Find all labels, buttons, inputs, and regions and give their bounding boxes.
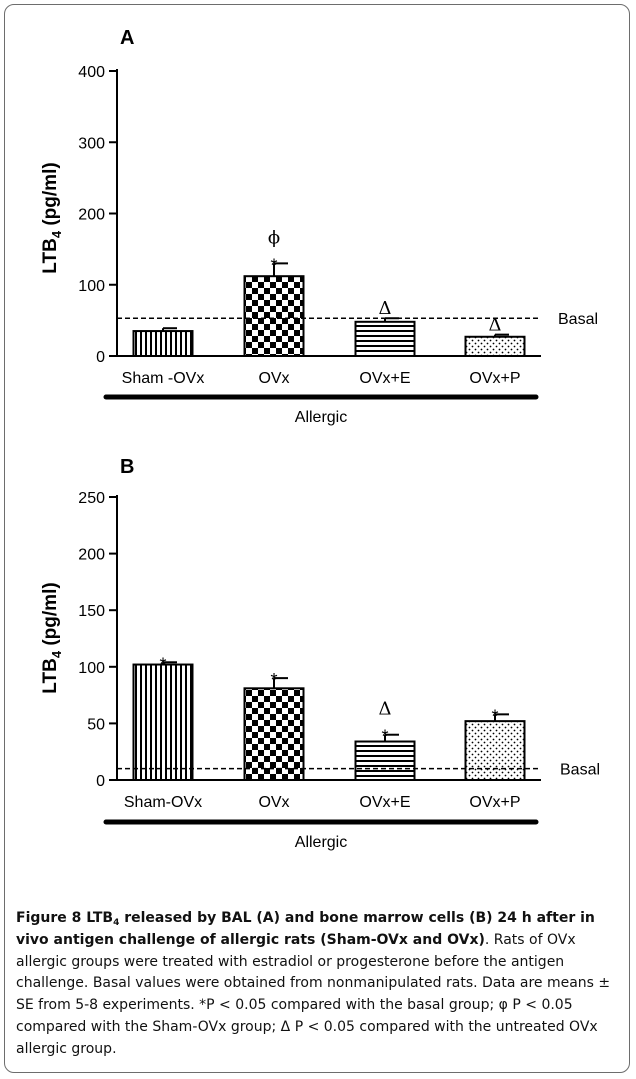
- bar: [243, 275, 305, 358]
- significance-marker: *: [491, 706, 498, 726]
- chart-panel-a: A 0 100 200 300 400 LTB4 (pg/ml) Sham -OVx * ϕ OVx…: [40, 27, 598, 426]
- category-label: OVx+P: [469, 370, 520, 387]
- category-label: OVx: [258, 794, 289, 811]
- caption-body: . Rats of OVx allergic groups were treat…: [16, 931, 611, 1057]
- y-tick-label: 0: [96, 349, 105, 366]
- y-tick-label: 50: [87, 716, 105, 733]
- y-axis-label: LTB4 (pg/ml): [40, 582, 64, 693]
- bar: [243, 687, 305, 781]
- y-tick-label: 200: [78, 547, 105, 564]
- significance-marker: *: [381, 727, 388, 747]
- category-label: OVx: [258, 370, 289, 387]
- y-axis-label: LTB4 (pg/ml): [40, 162, 64, 273]
- significance-marker: *: [159, 654, 166, 674]
- bar: [132, 663, 194, 782]
- significance-marker: *: [270, 670, 277, 690]
- group-label: Allergic: [295, 834, 347, 851]
- y-tick-label: 150: [78, 603, 105, 620]
- group-label: Allergic: [295, 409, 347, 426]
- significance-marker: ϕ: [268, 227, 280, 248]
- bar: [464, 720, 526, 781]
- y-tick-label: 300: [78, 135, 105, 152]
- significance-marker: *: [270, 255, 277, 275]
- category-label: Sham-OVx: [124, 794, 202, 811]
- y-tick-label: 200: [78, 207, 105, 224]
- category-label: OVx+E: [359, 794, 410, 811]
- significance-marker: Δ: [379, 298, 392, 319]
- figure-frame: [4, 4, 630, 1073]
- y-tick-label: 100: [78, 278, 105, 295]
- chart-panel-b: B 0 50 100 150 200 250 LTB4 (pg/ml) * Sham-OVx * OV…: [40, 456, 600, 851]
- y-tick-label: 250: [78, 490, 105, 507]
- basal-label: Basal: [560, 762, 600, 779]
- significance-marker: Δ: [489, 315, 502, 336]
- y-tick-label: 400: [78, 64, 105, 81]
- panel-letter: A: [120, 27, 134, 49]
- basal-label: Basal: [558, 311, 598, 328]
- category-label: Sham -OVx: [122, 370, 205, 387]
- category-label: OVx+E: [359, 370, 410, 387]
- y-tick-label: 0: [96, 773, 105, 790]
- bar: [354, 740, 416, 782]
- y-tick-label: 100: [78, 660, 105, 677]
- bar: [354, 320, 416, 357]
- significance-marker: Δ: [379, 699, 392, 720]
- figure-caption: Figure 8 LTB4 released by BAL (A) and bo…: [16, 908, 620, 1061]
- bar: [132, 330, 194, 357]
- category-label: OVx+P: [469, 794, 520, 811]
- panel-letter: B: [120, 456, 134, 478]
- caption-title: Figure 8 LTB4 released by BAL (A) and bo…: [16, 910, 595, 948]
